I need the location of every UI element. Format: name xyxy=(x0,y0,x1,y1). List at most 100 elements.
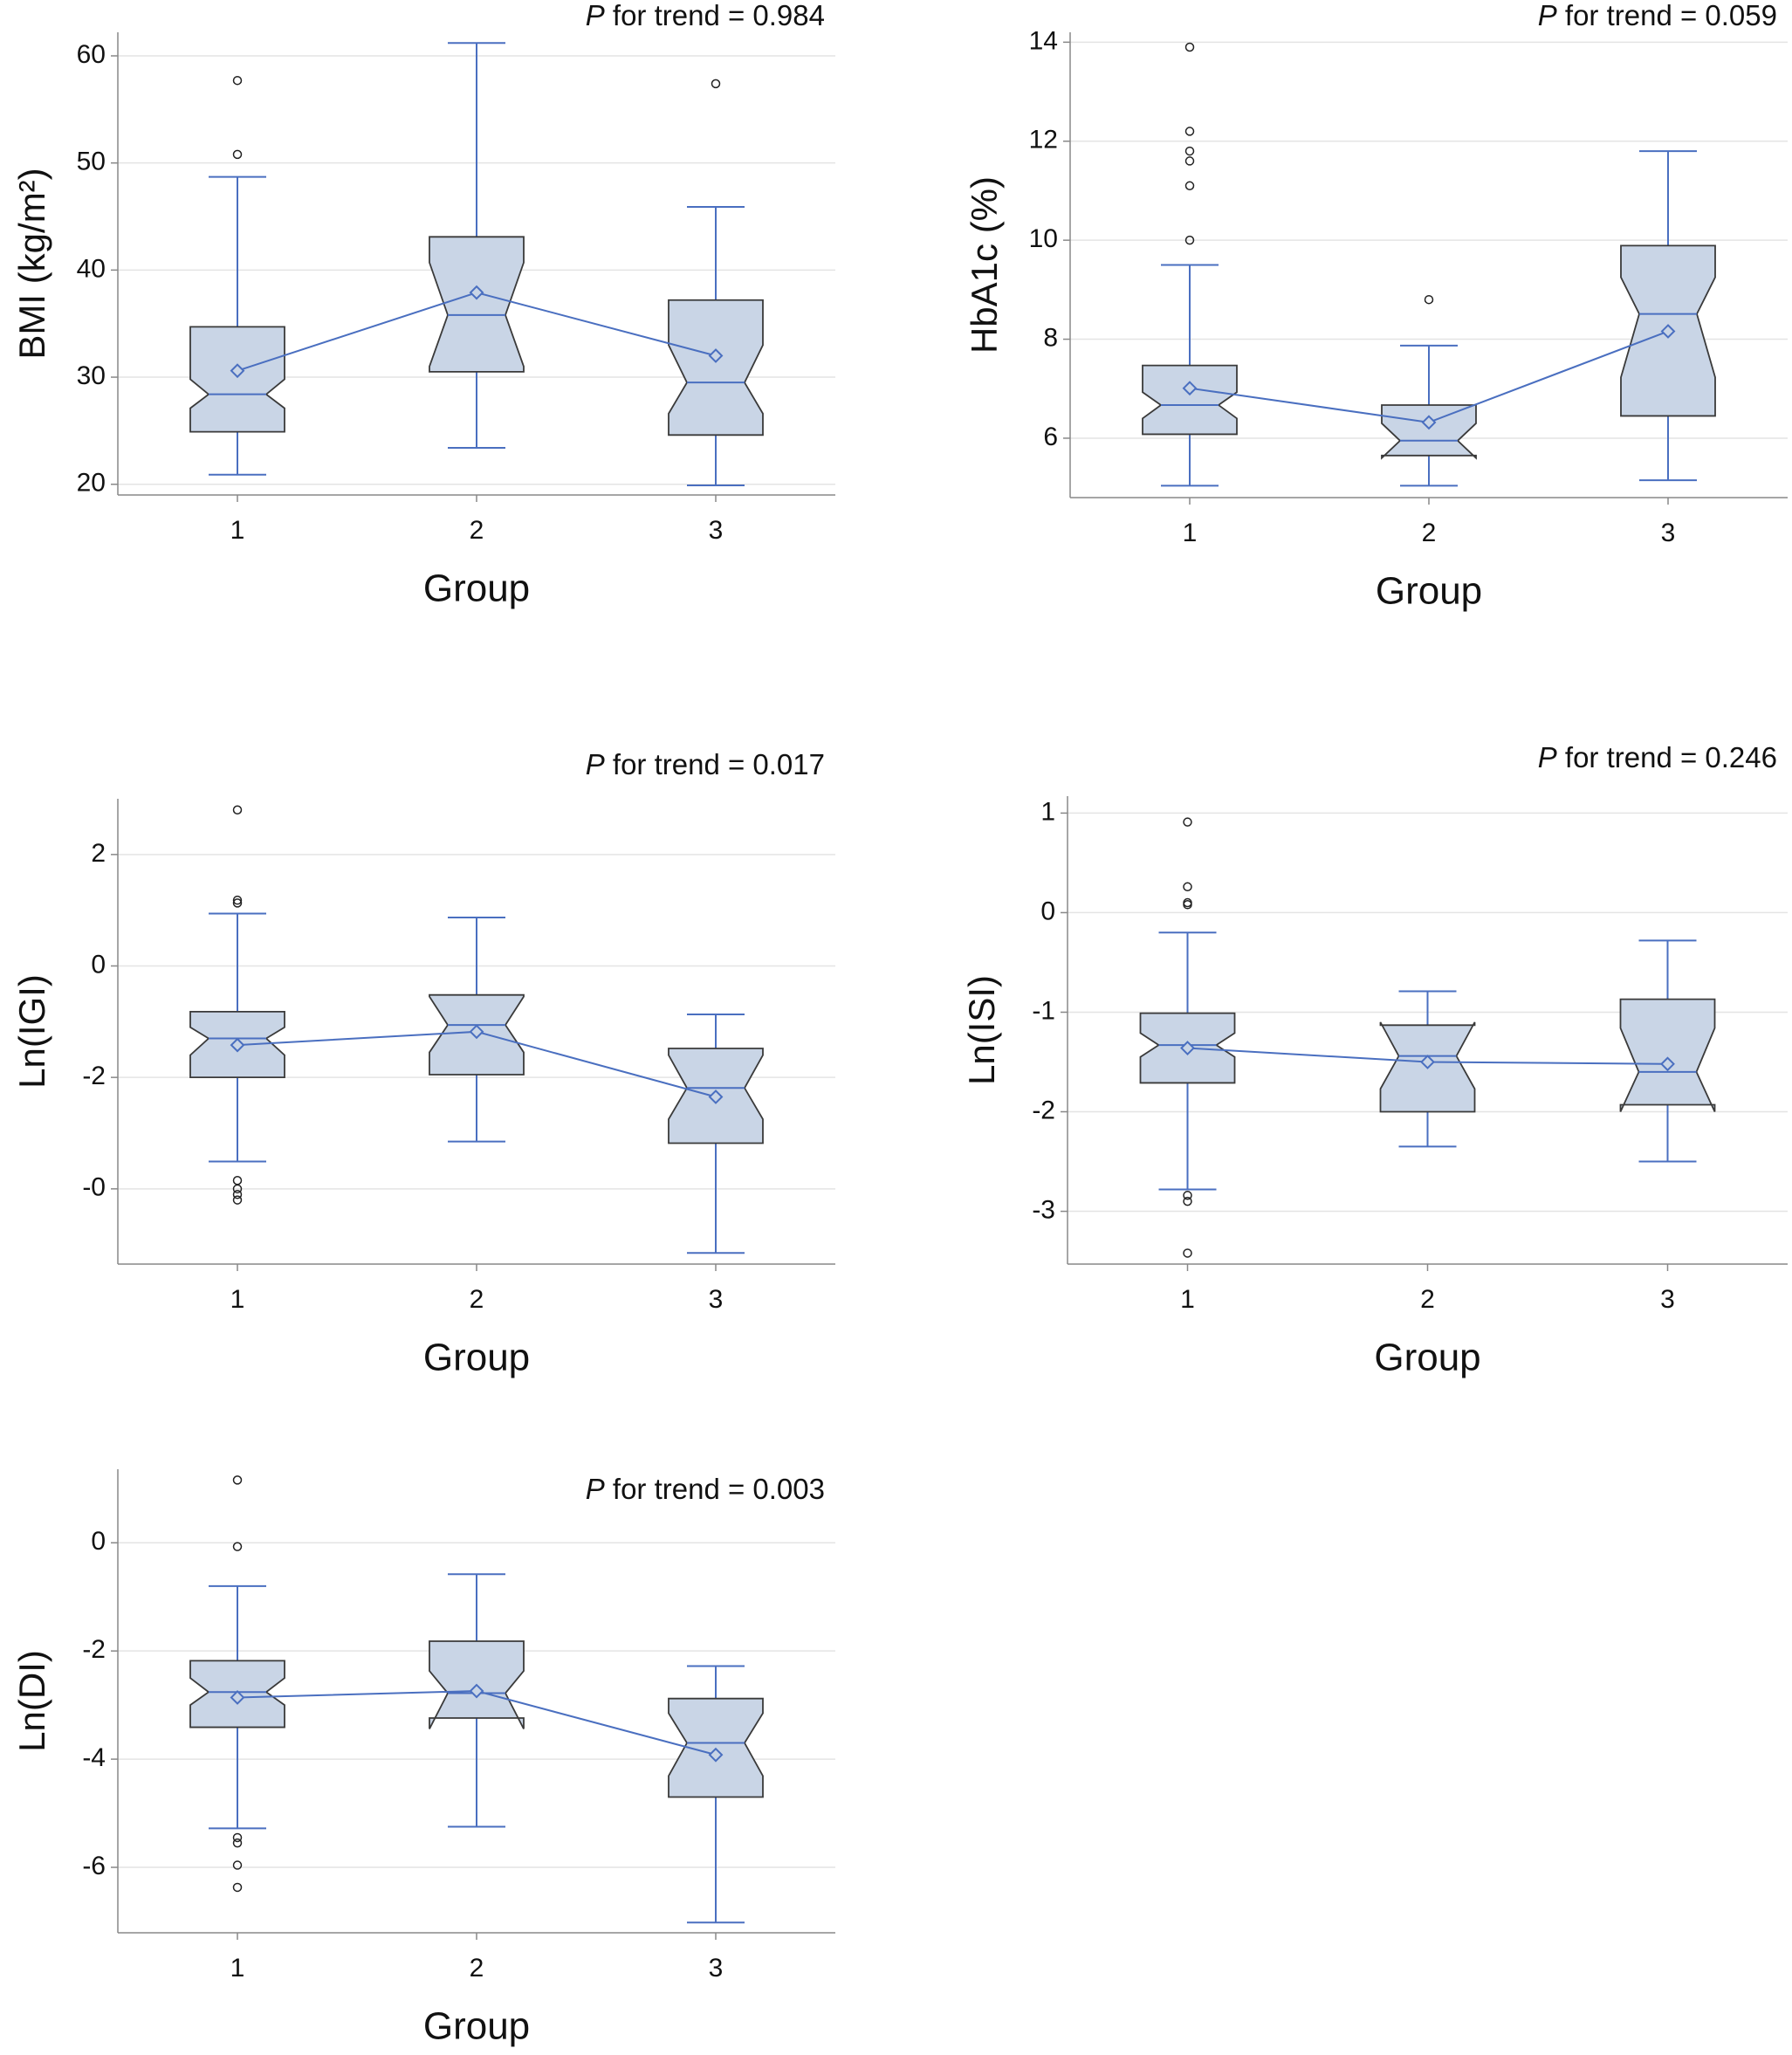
outlier xyxy=(1424,294,1434,305)
x-tick-label: 1 xyxy=(230,1954,245,1983)
y-tick-label: 6 xyxy=(1043,423,1058,451)
x-tick-label: 3 xyxy=(709,516,724,545)
outlier xyxy=(232,75,243,86)
outlier xyxy=(1183,817,1192,827)
outlier xyxy=(232,1882,243,1893)
box xyxy=(429,236,525,373)
annotation: P for trend = 0.246 xyxy=(1537,741,1777,773)
outlier xyxy=(1183,1191,1192,1200)
x-tick-label: 2 xyxy=(470,1954,484,1983)
y-tick-label: 60 xyxy=(77,40,106,69)
outlier xyxy=(232,1832,243,1843)
y-tick-label: 8 xyxy=(1043,323,1058,352)
mean-marker xyxy=(708,1747,724,1763)
y-tick-label: -2 xyxy=(82,1635,106,1664)
mean-marker xyxy=(1180,1041,1195,1055)
outlier xyxy=(1183,900,1192,910)
y-tick-label: -2 xyxy=(1032,1096,1055,1124)
outlier xyxy=(1184,127,1195,136)
outlier xyxy=(232,895,243,905)
x-axis-label: Group xyxy=(423,567,530,610)
y-axis-label: Ln(DI) xyxy=(11,1650,52,1752)
box xyxy=(1619,998,1716,1112)
y-tick-label: 50 xyxy=(77,148,106,176)
x-tick-label: 1 xyxy=(230,1285,245,1314)
y-tick-label: -6 xyxy=(82,1852,106,1880)
outlier xyxy=(232,805,243,815)
y-tick-label: -2 xyxy=(82,1062,106,1090)
box xyxy=(1381,404,1477,460)
y-tick-label: -0 xyxy=(82,1173,106,1202)
mean-marker xyxy=(1660,1056,1675,1072)
x-tick-label: 1 xyxy=(230,516,245,545)
mean-marker xyxy=(230,1037,245,1053)
box xyxy=(668,299,764,436)
x-tick-label: 1 xyxy=(1183,519,1198,547)
outlier xyxy=(711,79,721,89)
outlier xyxy=(1184,156,1195,166)
x-tick-label: 2 xyxy=(470,516,484,545)
x-axis-label: Group xyxy=(1374,1337,1480,1379)
outlier xyxy=(232,1189,243,1199)
outlier xyxy=(232,1475,243,1485)
x-tick-label: 2 xyxy=(470,1285,484,1314)
x-tick-label: 3 xyxy=(1660,1285,1675,1314)
annotation: P for trend = 0.059 xyxy=(1537,0,1777,31)
box xyxy=(1142,364,1238,436)
y-tick-label: -4 xyxy=(82,1743,106,1772)
y-tick-label: 0 xyxy=(91,1527,106,1556)
y-tick-label: 30 xyxy=(77,361,106,390)
y-tick-label: 0 xyxy=(91,950,106,979)
mean-marker xyxy=(469,1024,484,1040)
y-axis-label: Ln(ISI) xyxy=(961,975,1002,1085)
y-tick-label: 20 xyxy=(77,469,106,498)
x-tick-label: 3 xyxy=(709,1954,724,1983)
outlier xyxy=(1183,1196,1192,1206)
mean-marker xyxy=(230,363,245,379)
annotation: P for trend = 0.984 xyxy=(585,0,825,31)
outlier xyxy=(1184,181,1195,191)
y-tick-label: 10 xyxy=(1029,224,1058,253)
x-axis-label: Group xyxy=(423,1337,530,1379)
outlier xyxy=(1184,235,1195,245)
mean-marker xyxy=(708,348,724,363)
y-tick-label: 14 xyxy=(1029,26,1058,55)
outlier xyxy=(232,1838,243,1848)
mean-marker xyxy=(1421,415,1437,430)
outlier xyxy=(1184,42,1195,52)
y-axis-label: BMI (kg/m²) xyxy=(11,168,52,359)
outlier xyxy=(232,1184,243,1194)
y-tick-label: 1 xyxy=(1040,797,1055,826)
outlier xyxy=(232,1176,243,1186)
outlier xyxy=(232,1860,243,1870)
x-tick-label: 3 xyxy=(709,1285,724,1314)
y-tick-label: 40 xyxy=(77,254,106,283)
annotation: P for trend = 0.017 xyxy=(585,748,825,780)
annotation: P for trend = 0.003 xyxy=(585,1473,825,1505)
y-tick-label: 0 xyxy=(1040,897,1055,925)
y-axis-label: Ln(IGI) xyxy=(11,974,52,1089)
x-axis-label: Group xyxy=(423,2005,530,2048)
mean-marker xyxy=(1420,1055,1435,1069)
x-tick-label: 2 xyxy=(1420,1285,1435,1314)
mean-marker xyxy=(1182,381,1198,396)
mean-marker xyxy=(1660,324,1676,339)
x-tick-label: 1 xyxy=(1180,1285,1195,1314)
outlier xyxy=(1184,146,1195,156)
y-axis-label: HbA1c (%) xyxy=(964,176,1005,354)
mean-marker xyxy=(469,285,484,300)
outlier xyxy=(232,149,243,160)
y-tick-label: 12 xyxy=(1029,126,1058,155)
y-tick-label: -1 xyxy=(1032,996,1055,1025)
box xyxy=(189,326,285,433)
mean-marker xyxy=(230,1690,245,1705)
outlier xyxy=(232,1195,243,1205)
x-tick-label: 2 xyxy=(1422,519,1437,547)
outlier xyxy=(232,898,243,908)
outlier xyxy=(232,1542,243,1551)
y-tick-label: 2 xyxy=(91,839,106,868)
y-tick-label: -3 xyxy=(1032,1195,1055,1224)
mean-marker xyxy=(708,1089,724,1104)
